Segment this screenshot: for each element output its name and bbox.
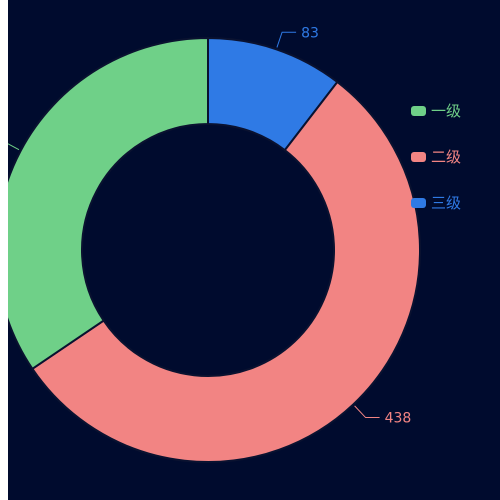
- legend-label-level-2: 二级: [431, 148, 462, 166]
- legend-label-level-1: 一级: [431, 102, 462, 120]
- data-label-1: 83: [301, 25, 319, 41]
- legend-item-level-2[interactable]: 二级: [411, 146, 461, 168]
- legend-swatch-level-3: [411, 198, 426, 208]
- legend-label-level-3: 三级: [431, 194, 462, 212]
- legend-item-level-1[interactable]: 一级: [411, 100, 461, 122]
- donut-slice-3[interactable]: [8, 36, 209, 371]
- label-line-3: [8, 143, 20, 151]
- label-line-1: [276, 31, 297, 48]
- chart-container: 83 438 一级 二级 三级: [8, 0, 500, 500]
- legend-swatch-level-2: [411, 152, 426, 162]
- data-label-2: 438: [385, 411, 412, 427]
- label-line-2: [354, 405, 380, 419]
- legend-item-level-3[interactable]: 三级: [411, 192, 461, 214]
- donut-slice-2[interactable]: [31, 80, 421, 463]
- legend-swatch-level-1: [411, 106, 426, 116]
- donut-chart: 83 438: [8, 25, 421, 463]
